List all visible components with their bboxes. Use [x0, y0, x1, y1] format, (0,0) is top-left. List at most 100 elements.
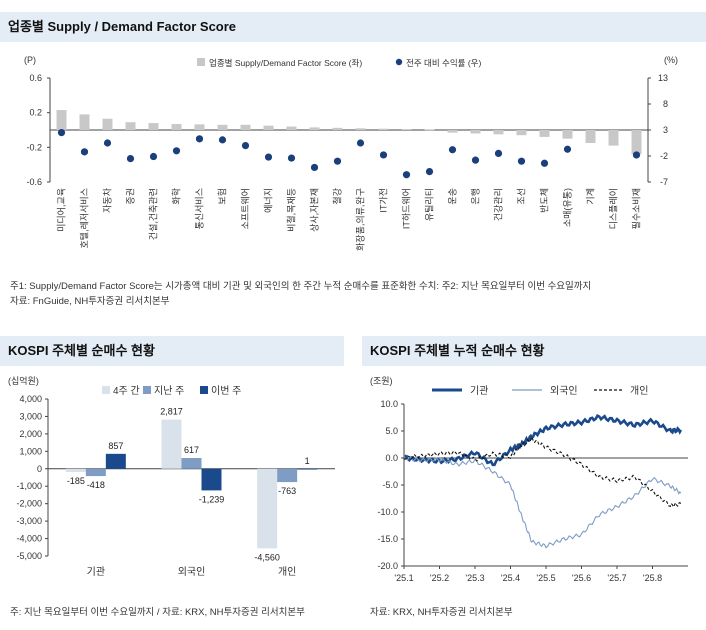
y-tick-label: 0.0 — [385, 453, 398, 463]
category-label: IT가전 — [379, 188, 389, 213]
category-label: 화장품,의류,완구 — [356, 188, 366, 251]
x-tick-label: '25.6 — [572, 573, 591, 583]
category-label: 자동차 — [102, 187, 113, 213]
legend-swatch — [102, 386, 110, 394]
net-buy-bar — [297, 468, 318, 470]
y-tick-label: -15.0 — [377, 534, 398, 544]
left-tick-label: 0.6 — [29, 73, 42, 83]
sector-score-chart: (P) (%) 업종별 Supply/Demand Factor Score (좌)… — [24, 55, 678, 251]
cumulative-net-buy-chart: (조원) 기관 외국인 개인 10.0 5.0 0.0 -5.0 -10.0 -15.0 -20.0… — [370, 376, 688, 583]
category-label: 에너지 — [264, 188, 274, 213]
return-dot — [356, 139, 365, 147]
net-buy-bar — [85, 468, 106, 477]
legend-label: 4주 간 — [113, 385, 140, 397]
x-tick-label: '25.5 — [536, 573, 555, 583]
y-tick-label: -5,000 — [16, 551, 42, 561]
category-label: 상사,자본재 — [310, 188, 320, 232]
category-label: 필수소비재 — [631, 188, 642, 229]
series-line-3 — [403, 435, 682, 509]
legend-label: 이번 주 — [211, 385, 241, 397]
y-tick-label: 10.0 — [380, 399, 398, 409]
score-bar — [125, 122, 136, 130]
panel2-title: KOSPI 주체별 순매수 현황 — [8, 343, 155, 358]
panel1-header: 업종별 Supply / Demand Factor Score — [0, 12, 706, 42]
return-dot — [563, 145, 572, 153]
score-bar — [102, 118, 113, 130]
score-bar — [355, 128, 366, 130]
category-label: 운송 — [448, 188, 458, 205]
category-label: 소프트웨어 — [240, 188, 251, 229]
y-tick-label: -4,000 — [16, 534, 42, 544]
y-tick-label: 2,000 — [19, 429, 42, 439]
score-bar — [217, 124, 228, 130]
return-dot — [632, 151, 641, 159]
return-dot — [540, 159, 549, 167]
category-label: 소매(유통) — [563, 188, 573, 227]
value-label: 857 — [108, 441, 123, 451]
score-bar — [470, 130, 481, 134]
value-label: -185 — [67, 476, 85, 486]
return-dot — [103, 139, 112, 147]
y-tick-label: 1,000 — [19, 446, 42, 456]
return-dot — [241, 142, 250, 150]
return-dot — [310, 163, 319, 172]
score-bar — [631, 130, 642, 155]
net-buy-bar — [201, 468, 222, 491]
net-buy-bar — [65, 468, 86, 473]
left-axis-unit: (P) — [24, 55, 36, 65]
score-bar — [401, 129, 412, 130]
legend-swatch — [200, 386, 208, 394]
legend-label: 지난 주 — [154, 385, 184, 397]
legend-dot-swatch — [395, 58, 403, 66]
value-label: -418 — [87, 480, 105, 490]
legend-swatch — [143, 386, 151, 394]
return-dot — [218, 136, 227, 144]
x-tick-label: '25.7 — [607, 573, 626, 583]
value-label: -763 — [278, 486, 296, 496]
value-label: -4,560 — [254, 552, 280, 562]
category-label: 반도체 — [540, 188, 550, 213]
legend-label: 기관 — [470, 385, 488, 397]
category-label: 화학 — [172, 188, 182, 205]
right-tick-label: 8 — [663, 99, 668, 109]
return-dot — [149, 152, 158, 161]
panel1-title: 업종별 Supply / Demand Factor Score — [8, 19, 237, 34]
return-dot — [379, 151, 388, 159]
value-label: 2,817 — [160, 407, 183, 417]
category-label: 건강관리 — [494, 188, 504, 221]
net-buy-bar — [257, 468, 278, 549]
category-label: 증권 — [125, 188, 136, 205]
right-tick-label: -2 — [660, 151, 668, 161]
series-line-2 — [403, 456, 682, 549]
value-label: 617 — [184, 445, 199, 455]
score-bar — [332, 127, 343, 130]
score-bar — [585, 130, 596, 143]
category-label: 보험 — [218, 188, 228, 205]
y-tick-label: -1,000 — [16, 481, 42, 491]
right-tick-label: -7 — [660, 177, 668, 187]
return-dot — [195, 135, 204, 143]
score-bar — [516, 130, 527, 136]
net-buy-bar — [105, 453, 126, 469]
score-bar — [194, 124, 205, 130]
panel3-note: 자료: KRX, NH투자증권 리서치본부 — [370, 607, 513, 618]
score-bar — [562, 130, 573, 139]
return-dot — [402, 171, 411, 179]
y-tick-label: 0 — [37, 464, 42, 474]
y-tick-label: -2,000 — [16, 499, 42, 509]
category-label: 호텔,레저서비스 — [79, 188, 90, 248]
category-label: 조선 — [517, 188, 527, 205]
category-label: 미디어,교육 — [57, 188, 67, 232]
category-label: 디스플레이 — [609, 188, 619, 229]
y-tick-label: -5.0 — [382, 480, 398, 490]
score-bar — [79, 114, 90, 130]
score-bar — [493, 130, 504, 135]
score-bar — [447, 130, 458, 133]
category-label: 개인 — [278, 566, 296, 578]
category-label: 은행 — [470, 188, 481, 205]
y-tick-label: -10.0 — [377, 507, 398, 517]
score-bar — [240, 124, 251, 130]
right-axis-unit: (%) — [664, 55, 678, 65]
category-label: 통신서비스 — [195, 188, 205, 229]
category-label: 기계 — [585, 188, 596, 205]
